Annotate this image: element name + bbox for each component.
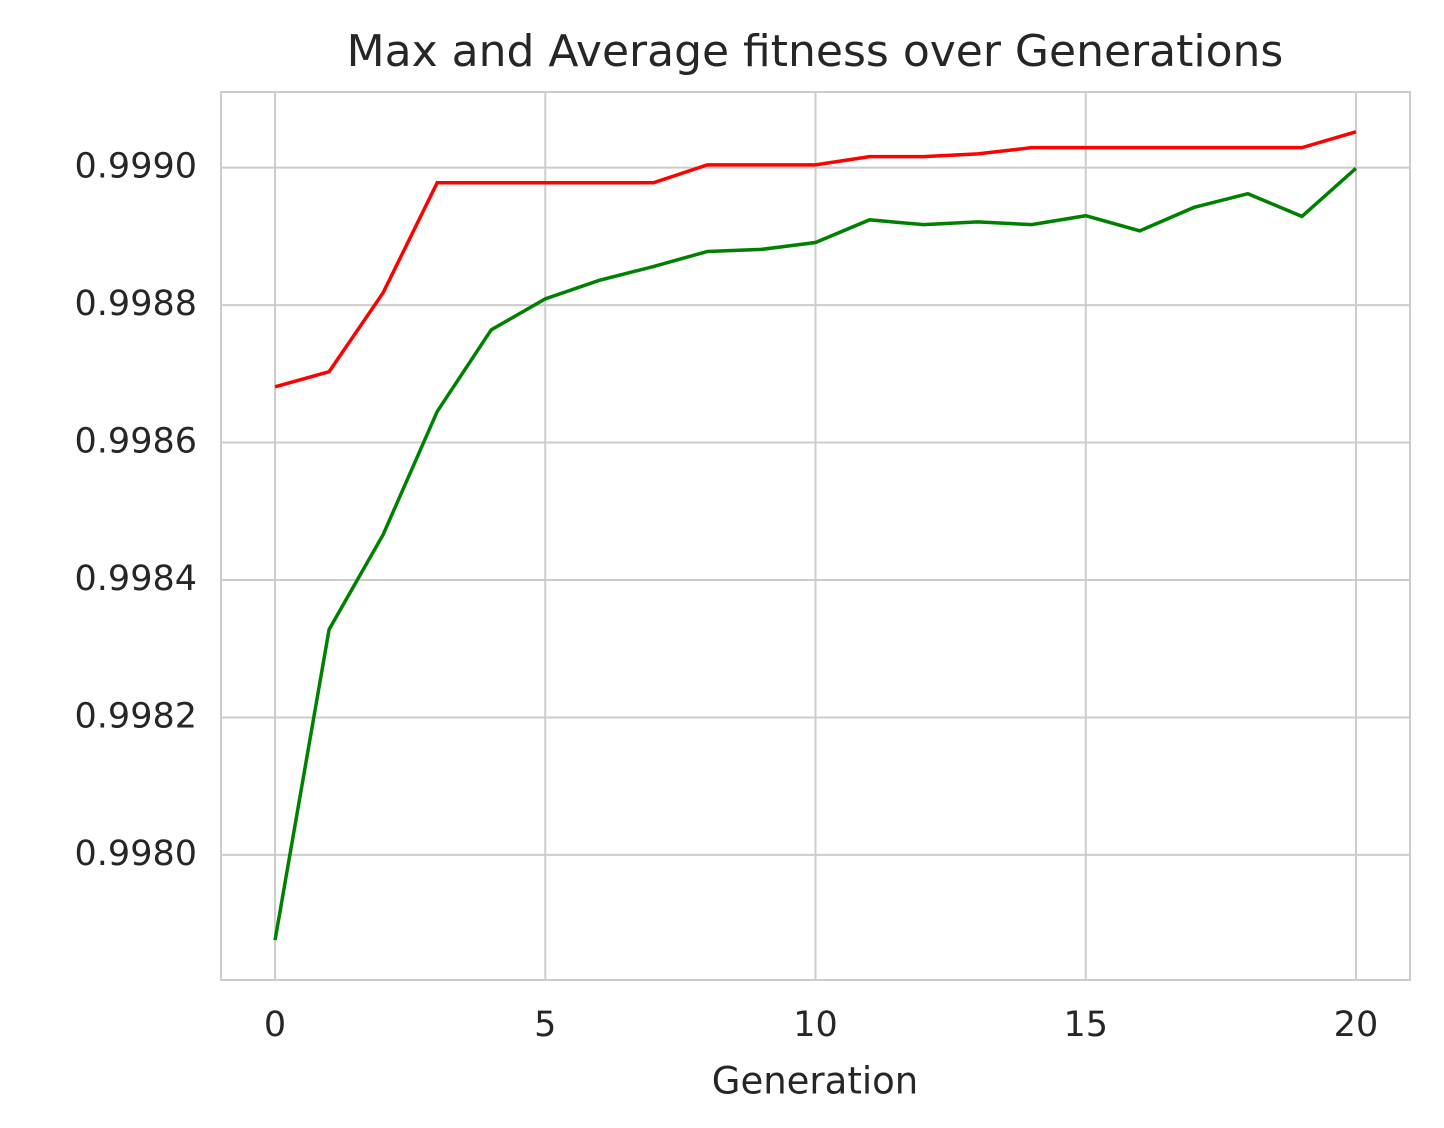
line-series: [274, 130, 1357, 389]
x-tick-label: 15: [1063, 1005, 1108, 1045]
y-tick-label: 0.9984: [75, 559, 197, 599]
x-axis-label: Generation: [712, 1060, 918, 1103]
x-tick-label: 0: [264, 1005, 286, 1045]
x-tick-label: 10: [793, 1005, 838, 1045]
x-tick-label: 5: [534, 1005, 556, 1045]
y-tick-label: 0.9980: [75, 834, 197, 874]
line-series: [273, 166, 1358, 941]
x-tick-label: 20: [1334, 1005, 1379, 1045]
plot-frame: [220, 91, 1411, 981]
y-tick-label: 0.9988: [75, 284, 197, 324]
y-tick-label: 0.9982: [75, 696, 197, 736]
chart-title: Max and Average fitness over Generations: [347, 26, 1284, 77]
y-tick-label: 0.9990: [75, 147, 197, 187]
y-tick-label: 0.9986: [75, 422, 197, 462]
